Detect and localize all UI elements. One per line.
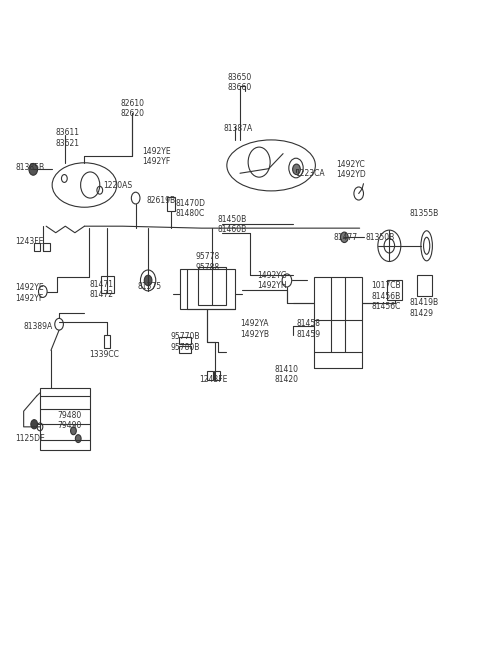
- Bar: [40, 388, 90, 451]
- Circle shape: [31, 420, 37, 429]
- Bar: [180, 269, 235, 309]
- Text: 1339CC: 1339CC: [89, 350, 119, 360]
- Text: 83650
83660: 83650 83660: [228, 73, 252, 92]
- Text: 81471
81472: 81471 81472: [89, 280, 113, 299]
- Text: 1492YE
1492YF: 1492YE 1492YF: [142, 147, 170, 166]
- Text: 79480
79490: 79480 79490: [57, 411, 82, 430]
- Text: 1492YC
1492YD: 1492YC 1492YD: [336, 160, 365, 179]
- Circle shape: [340, 232, 348, 242]
- Text: 81450B
81460B: 81450B 81460B: [217, 215, 247, 234]
- Text: 1492YE
1492YF: 1492YE 1492YF: [15, 283, 44, 303]
- Bar: [417, 275, 432, 296]
- Text: 1125DE: 1125DE: [15, 434, 45, 443]
- Bar: [314, 277, 362, 352]
- Text: 81350B: 81350B: [365, 233, 395, 242]
- Bar: [101, 276, 114, 293]
- Circle shape: [75, 435, 81, 443]
- Text: 1017CB
81456B
81456C: 1017CB 81456B 81456C: [372, 281, 401, 311]
- Bar: [207, 371, 213, 380]
- Text: 81470D
81480C: 81470D 81480C: [175, 199, 205, 218]
- Text: 83611
83621: 83611 83621: [56, 128, 80, 147]
- Bar: [387, 280, 402, 300]
- Text: 1223CA: 1223CA: [295, 170, 324, 178]
- Bar: [214, 371, 220, 380]
- Bar: [198, 267, 226, 305]
- Text: 81477: 81477: [333, 233, 358, 242]
- Bar: [179, 346, 191, 353]
- Text: 81387A: 81387A: [223, 124, 252, 133]
- Circle shape: [29, 164, 37, 175]
- Bar: [43, 242, 49, 251]
- Circle shape: [71, 427, 76, 435]
- Bar: [34, 242, 40, 251]
- Text: 81385B: 81385B: [15, 163, 44, 172]
- Text: 1492YG
1492YH: 1492YG 1492YH: [257, 271, 287, 290]
- Text: 81389A: 81389A: [24, 322, 53, 331]
- Text: 81458
81459: 81458 81459: [297, 319, 321, 339]
- Text: 95778
95788: 95778 95788: [196, 252, 220, 272]
- Text: 1492YA
1492YB: 1492YA 1492YB: [240, 319, 269, 339]
- Text: 95770B
95780B: 95770B 95780B: [170, 332, 200, 352]
- Text: 1243FE: 1243FE: [199, 375, 228, 384]
- Text: 82619B: 82619B: [147, 196, 176, 204]
- Text: 1220AS: 1220AS: [104, 181, 133, 189]
- Text: 81355B: 81355B: [410, 209, 439, 217]
- Bar: [179, 337, 191, 344]
- Text: 81375: 81375: [137, 282, 161, 291]
- Text: 82610
82620: 82610 82620: [120, 99, 144, 119]
- Bar: [104, 335, 110, 348]
- Text: 1243FE: 1243FE: [15, 236, 43, 246]
- Bar: [167, 196, 175, 211]
- Text: 81410
81420: 81410 81420: [275, 365, 299, 384]
- Text: 81419B
81429: 81419B 81429: [410, 298, 439, 318]
- Circle shape: [293, 164, 300, 174]
- Circle shape: [144, 275, 152, 286]
